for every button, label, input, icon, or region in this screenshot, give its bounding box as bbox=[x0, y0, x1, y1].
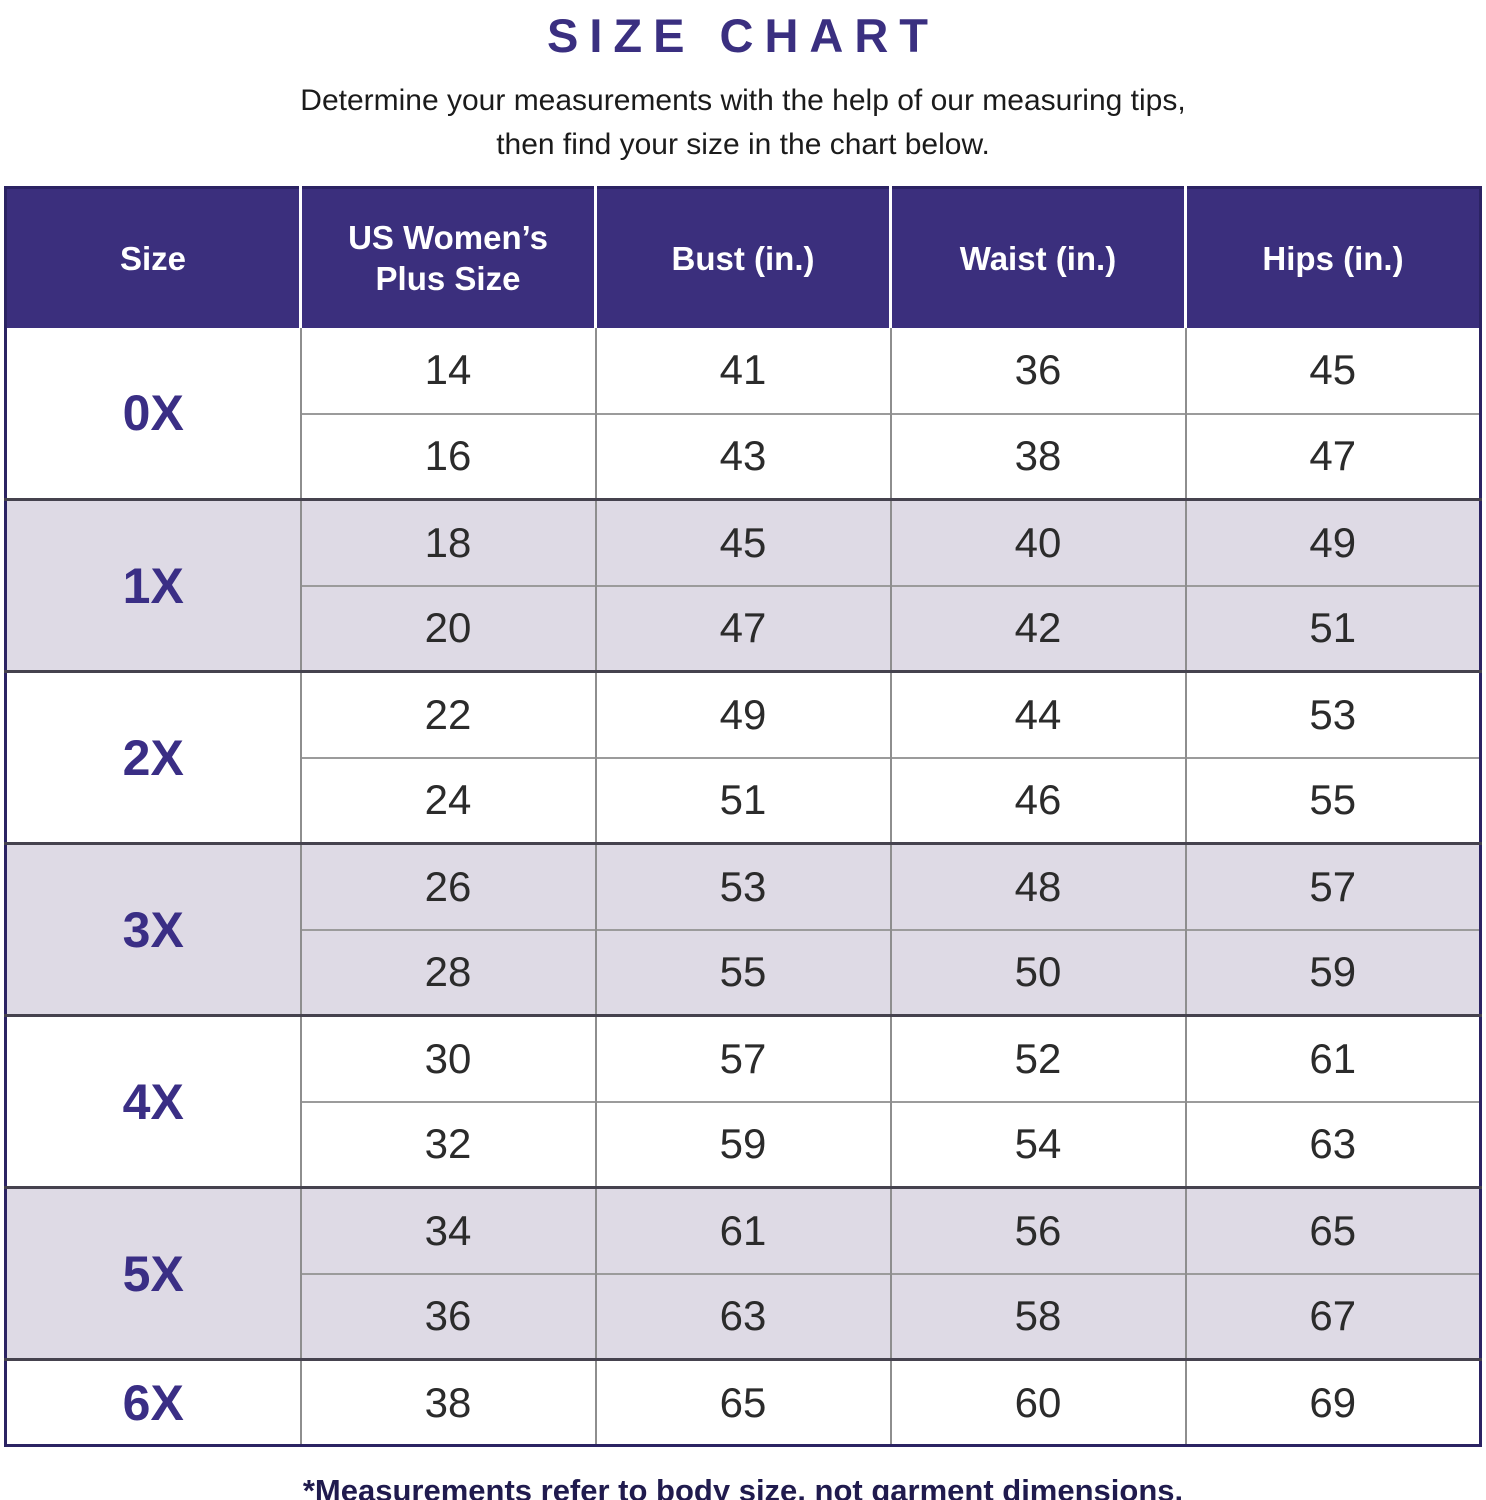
measurement-cell: 36 bbox=[300, 1272, 597, 1360]
measurement-cell: 53 bbox=[1185, 670, 1481, 758]
measurement-cell: 55 bbox=[595, 928, 892, 1016]
measurement-cell: 49 bbox=[595, 670, 892, 758]
table-row: 1X 18 45 40 49 bbox=[5, 498, 1481, 672]
measurement-cell: 50 bbox=[890, 928, 1187, 1016]
measurement-cell: 28 bbox=[300, 928, 597, 1016]
size-group-label: 3X bbox=[5, 842, 302, 1016]
measurement-cell: 65 bbox=[595, 1358, 892, 1446]
measurement-cell: 32 bbox=[300, 1100, 597, 1188]
size-group-label: 5X bbox=[5, 1186, 302, 1360]
table-row: 5X 34 61 56 65 bbox=[5, 1186, 1481, 1360]
measurement-cell: 42 bbox=[890, 584, 1187, 672]
measurement-cell: 40 bbox=[890, 498, 1187, 586]
measurement-cell: 20 bbox=[300, 584, 597, 672]
measurement-cell: 69 bbox=[1185, 1358, 1481, 1446]
measurement-cell: 52 bbox=[890, 1014, 1187, 1102]
measurement-cell: 65 bbox=[1185, 1186, 1481, 1274]
measurement-cell: 51 bbox=[595, 756, 892, 844]
size-group-label: 4X bbox=[5, 1014, 302, 1188]
column-header-waist: Waist (in.) bbox=[890, 187, 1187, 328]
measurement-cell: 41 bbox=[595, 327, 892, 414]
table-row: 4X 30 57 52 61 bbox=[5, 1014, 1481, 1188]
measurement-cell: 26 bbox=[300, 842, 597, 930]
measurement-cell: 38 bbox=[300, 1358, 597, 1446]
size-table-body: 0X 14 41 36 45 16 43 38 47 1X 18 45 40 49 20 47 42 51 2X 22… bbox=[5, 327, 1481, 1446]
measurement-cell: 57 bbox=[595, 1014, 892, 1102]
measurement-cell: 51 bbox=[1185, 584, 1481, 672]
table-header-row: Size US Women’s Plus Size Bust (in.) Wai… bbox=[5, 187, 1481, 328]
measurement-cell: 46 bbox=[890, 756, 1187, 844]
measurement-cell: 59 bbox=[1185, 928, 1481, 1016]
table-row: 3X 26 53 48 57 bbox=[5, 842, 1481, 1016]
measurement-cell: 18 bbox=[300, 498, 597, 586]
measurement-footnote: *Measurements refer to body size, not ga… bbox=[302, 1473, 1184, 1500]
size-group-label: 1X bbox=[5, 498, 302, 672]
measurement-cell: 34 bbox=[300, 1186, 597, 1274]
page-title: SIZE CHART bbox=[547, 9, 939, 62]
column-header-size: Size bbox=[5, 187, 302, 328]
size-chart-table: Size US Women’s Plus Size Bust (in.) Wai… bbox=[4, 186, 1482, 1447]
measurement-cell: 53 bbox=[595, 842, 892, 930]
subtitle-line-1: Determine your measurements with the hel… bbox=[300, 84, 1186, 117]
measurement-cell: 58 bbox=[890, 1272, 1187, 1360]
measurement-cell: 22 bbox=[300, 670, 597, 758]
measurement-cell: 63 bbox=[595, 1272, 892, 1360]
measurement-cell: 45 bbox=[1309, 346, 1357, 393]
measurement-cell: 45 bbox=[595, 498, 892, 586]
measurement-cell: 67 bbox=[1185, 1272, 1481, 1360]
measurement-cell: 60 bbox=[890, 1358, 1187, 1446]
measurement-cell: 49 bbox=[1185, 498, 1481, 586]
size-group-label: 6X bbox=[5, 1358, 302, 1446]
column-header-bust: Bust (in.) bbox=[595, 187, 892, 328]
measurement-cell: 61 bbox=[1185, 1014, 1481, 1102]
table-row: 32 59 54 63 bbox=[5, 1100, 1481, 1188]
page-subtitle: Determine your measurements with the hel… bbox=[0, 79, 1486, 166]
measurement-cell: 16 bbox=[300, 412, 597, 500]
measurement-cell: 57 bbox=[1185, 842, 1481, 930]
subtitle-line-2: then find your size in the chart below. bbox=[496, 127, 990, 161]
measurement-cell: 63 bbox=[1185, 1100, 1481, 1188]
measurement-cell: 44 bbox=[890, 670, 1187, 758]
measurement-cell: 38 bbox=[890, 412, 1187, 500]
measurement-cell: 48 bbox=[890, 842, 1187, 930]
table-row: 6X 38 65 60 69 bbox=[5, 1358, 1481, 1446]
measurement-cell: 43 bbox=[595, 412, 892, 500]
measurement-cell: 30 bbox=[300, 1014, 597, 1102]
measurement-cell: 59 bbox=[595, 1100, 892, 1188]
measurement-cell: 55 bbox=[1185, 756, 1481, 844]
measurement-cell: 24 bbox=[300, 756, 597, 844]
size-group-label: 2X bbox=[5, 670, 302, 844]
table-row: 16 43 38 47 bbox=[5, 412, 1481, 500]
measurement-cell: 54 bbox=[890, 1100, 1187, 1188]
measurement-cell: 36 bbox=[890, 327, 1187, 414]
measurement-cell: 56 bbox=[890, 1186, 1187, 1274]
measurement-cell: 47 bbox=[595, 584, 892, 672]
table-row: 0X 14 41 36 45 bbox=[5, 327, 1481, 500]
measurement-cell: 61 bbox=[595, 1186, 892, 1274]
table-row: 2X 22 49 44 53 bbox=[5, 670, 1481, 844]
measurement-cell: 47 bbox=[1185, 412, 1481, 500]
measurement-cell: 14 bbox=[300, 327, 597, 414]
size-group-label: 0X bbox=[5, 327, 302, 500]
column-header-plus-size: US Women’s Plus Size bbox=[300, 187, 597, 328]
column-header-hips: Hips (in.) bbox=[1185, 187, 1481, 328]
